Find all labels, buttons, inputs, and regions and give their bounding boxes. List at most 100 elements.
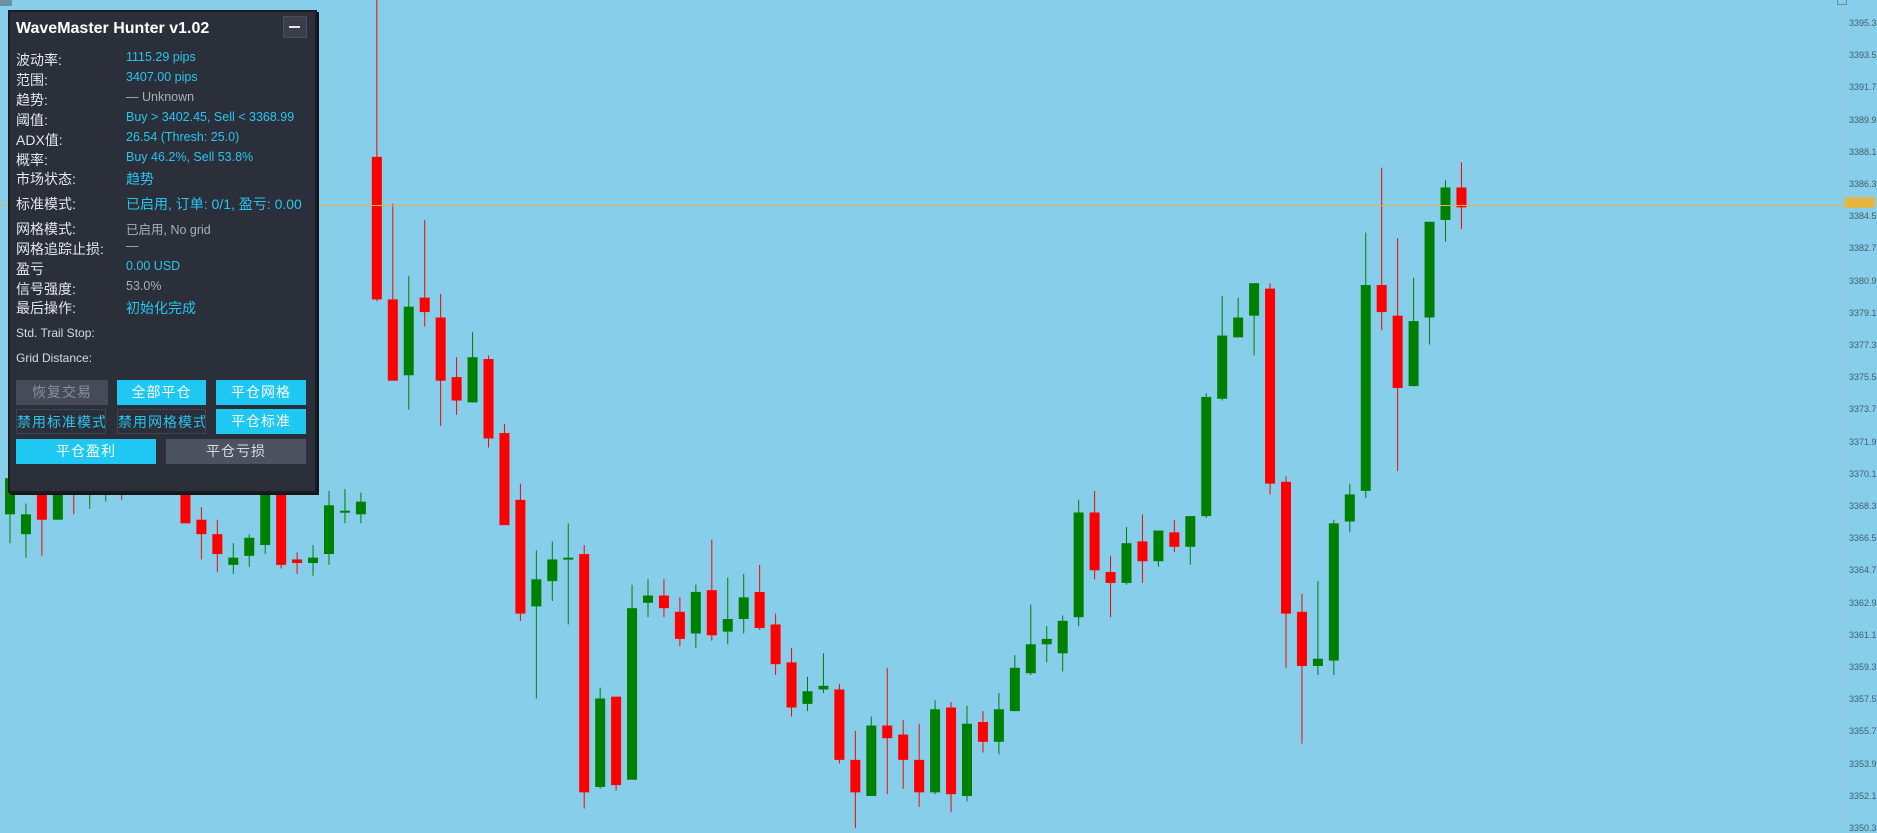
- price-axis-label: 3353.9: [1849, 758, 1877, 769]
- price-axis-label: 3386.3: [1849, 179, 1877, 189]
- price-axis-label: 3355.7: [1849, 726, 1877, 737]
- price-axis-label: 3395.3: [1849, 18, 1877, 28]
- candle-body-bull: [930, 709, 941, 793]
- close-standard-button[interactable]: 平仓标准: [216, 409, 306, 434]
- row-label: 网格模式:: [16, 221, 76, 237]
- candle-body-bear: [579, 554, 590, 793]
- candle-body-bear: [435, 317, 446, 381]
- candle-body-bear: [834, 689, 845, 760]
- candle-body-bull: [1249, 283, 1260, 316]
- row-value: 26.54 (Thresh: 25.0): [126, 130, 240, 144]
- candle-body-bear: [515, 499, 526, 614]
- candle-body-bull: [1041, 638, 1052, 645]
- candle-body-bull: [563, 557, 574, 560]
- chart-close-icon[interactable]: [1837, 0, 1847, 5]
- disable-grid-mode-button[interactable]: 禁用网格模式: [117, 409, 206, 434]
- row-label: 概率:: [16, 152, 48, 168]
- price-axis-label: 3373.7: [1849, 404, 1877, 415]
- close-loss-button[interactable]: 平仓亏损: [166, 439, 306, 464]
- ea-panel: WaveMaster Hunter v1.02 波动率: 1115.29 pip…: [8, 10, 317, 493]
- row-label: 波动率:: [16, 52, 62, 68]
- candle-body-bull: [1121, 543, 1132, 583]
- close-grid-button[interactable]: 平仓网格: [216, 380, 306, 405]
- price-axis-label: 3366.5: [1849, 533, 1877, 544]
- row-label: 信号强度:: [16, 281, 76, 297]
- price-axis-label: 3362.9: [1849, 597, 1877, 608]
- candle-body-bear: [196, 519, 207, 535]
- candle-body-bull: [244, 537, 255, 556]
- candle-body-bull: [1328, 523, 1339, 661]
- price-axis-label: 3391.7: [1849, 82, 1877, 93]
- minimize-icon: [289, 26, 300, 28]
- disable-standard-mode-button[interactable]: 禁用标准模式: [16, 409, 106, 434]
- price-axis-label: 3350.3: [1849, 823, 1877, 833]
- price-axis-label: 3352.1: [1849, 790, 1877, 801]
- chart-window-icons[interactable]: [0, 0, 12, 6]
- candle-body-bull: [1025, 644, 1036, 674]
- candle-body-bear: [977, 721, 988, 742]
- candle-body-bull: [1057, 620, 1068, 654]
- candle-body-bear: [850, 759, 861, 793]
- candle-body-bull: [627, 608, 638, 780]
- row-label: 标准模式:: [16, 196, 76, 212]
- price-axis-label: 3364.7: [1849, 565, 1877, 576]
- candle-body-bear: [276, 481, 287, 565]
- candle-body-bear: [1392, 315, 1403, 388]
- row-value: 初始化完成: [126, 300, 196, 316]
- std-trail-stop-label: Std. Trail Stop:: [16, 326, 95, 340]
- candle-body-bull: [260, 476, 271, 545]
- price-axis-label: 3388.1: [1849, 146, 1877, 157]
- candle-body-bull: [531, 579, 542, 607]
- candle-body-bull: [818, 685, 829, 690]
- candle-body-bear: [36, 483, 47, 520]
- candle-body-bear: [1376, 285, 1387, 313]
- close-all-button[interactable]: 全部平仓: [117, 380, 206, 405]
- candle-body-bear: [1137, 541, 1148, 562]
- minimize-button[interactable]: [283, 16, 307, 38]
- row-value: Buy > 3402.45, Sell < 3368.99: [126, 110, 295, 124]
- candle-body-bull: [228, 557, 239, 565]
- candle-body-bear: [1281, 481, 1291, 614]
- candle-body-bull: [1201, 396, 1212, 517]
- candle-body-bull: [1233, 317, 1244, 338]
- candle-body-bull: [20, 514, 31, 535]
- candle-body-bear: [1296, 611, 1307, 666]
- candle-body-bear: [898, 734, 909, 760]
- candle-body-bear: [371, 156, 382, 300]
- current-price-tag: [1845, 197, 1875, 208]
- price-axis-label: 3382.7: [1849, 243, 1877, 254]
- candle-body-bull: [1360, 285, 1371, 491]
- candle-body-bull: [738, 597, 749, 620]
- candle-body-bull: [52, 483, 63, 520]
- row-value: 趋势: [126, 171, 154, 187]
- candle-body-bear: [483, 359, 494, 439]
- row-value: — Unknown: [126, 90, 195, 104]
- row-value: 53.0%: [126, 279, 162, 293]
- price-axis-label: 3368.3: [1849, 501, 1877, 511]
- close-profit-button[interactable]: 平仓盈利: [16, 439, 156, 464]
- candle-body-bear: [451, 377, 462, 401]
- row-value: 3407.00 pips: [126, 70, 198, 84]
- candle-body-bear: [499, 433, 510, 526]
- resume-trading-button[interactable]: 恢复交易: [16, 380, 108, 405]
- candle-body-bull: [467, 357, 478, 403]
- price-axis-label: 3384.5: [1849, 211, 1877, 222]
- candle-body-bear: [786, 662, 797, 708]
- candle-body-bear: [292, 559, 303, 564]
- candle-body-bull: [324, 505, 334, 555]
- row-label: 最后操作:: [16, 300, 76, 316]
- price-axis-label: 3389.9: [1849, 114, 1877, 125]
- price-axis-label: 3379.1: [1849, 307, 1877, 318]
- candle-body-bull: [993, 709, 1004, 742]
- row-label: ADX值:: [16, 132, 63, 148]
- candle-body-bull: [1440, 187, 1451, 220]
- row-label: 阈值:: [16, 112, 48, 128]
- row-value: 0.00 USD: [126, 259, 181, 273]
- candle-body-bull: [962, 723, 972, 796]
- row-value: —: [126, 239, 139, 253]
- candle-body-bear: [1089, 512, 1100, 571]
- candle-body-bull: [1153, 530, 1164, 562]
- row-label: 范围:: [16, 72, 48, 88]
- candle-body-bear: [706, 590, 717, 636]
- price-axis-label: 3377.3: [1849, 340, 1877, 350]
